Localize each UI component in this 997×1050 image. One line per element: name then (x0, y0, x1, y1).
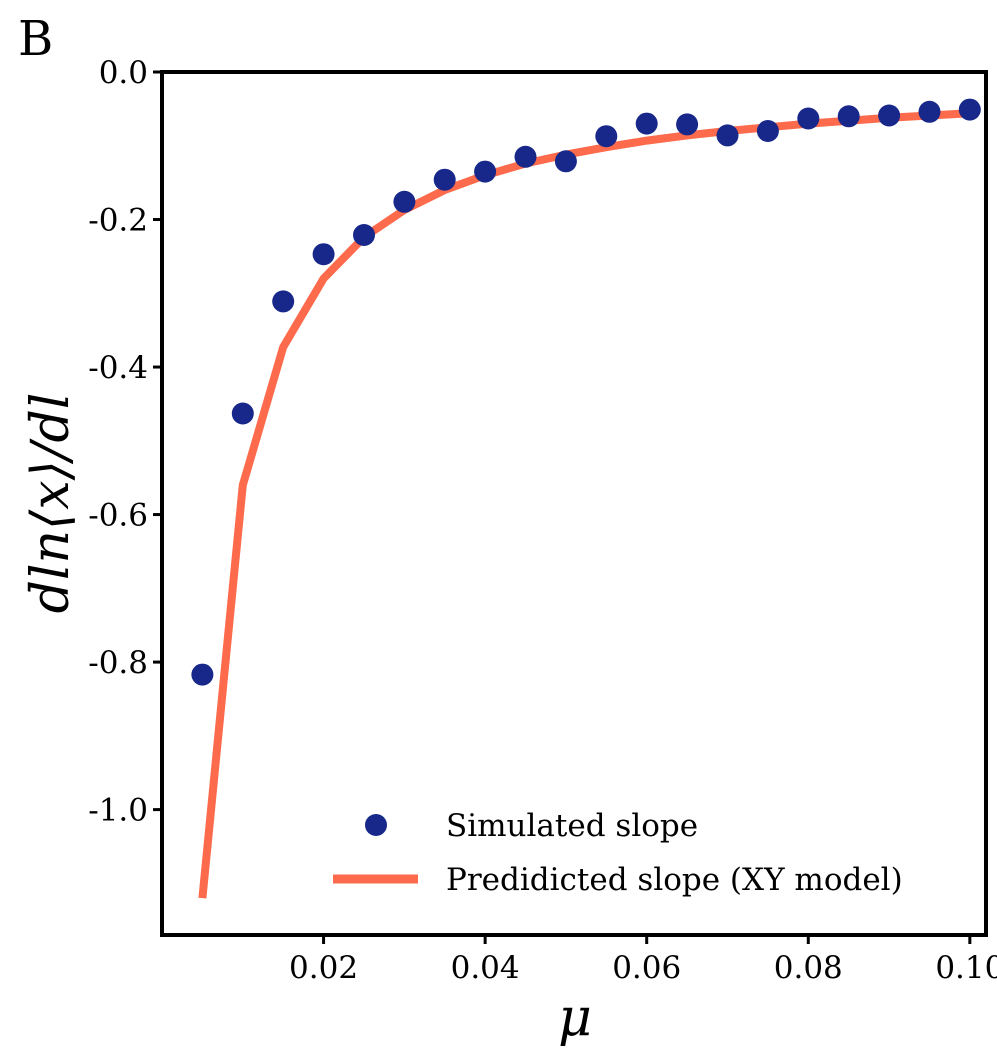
y-axis: 0.0 -0.2 -0.4 -0.6 -0.8 -1.0 (88, 55, 162, 829)
simulated-point (312, 243, 335, 266)
simulated-point (393, 190, 416, 213)
simulated-point (676, 113, 699, 136)
simulated-point (514, 145, 537, 168)
simulated-point (191, 663, 214, 686)
simulated-point (635, 112, 658, 135)
predicted-slope-line (198, 109, 971, 899)
x-tick-label: 0.02 (289, 950, 358, 986)
x-tick-label: 0.10 (935, 950, 997, 986)
simulated-point (756, 120, 779, 142)
simulated-point (272, 290, 295, 313)
simulated-point (837, 105, 860, 128)
legend: Simulated slope Predidicted slope (XY mo… (333, 808, 903, 898)
x-tick-label: 0.06 (612, 950, 681, 986)
y-tick-label: -0.6 (88, 498, 148, 534)
plot-frame (160, 70, 988, 937)
simulated-point (958, 98, 981, 121)
simulated-point (554, 150, 577, 173)
simulated-point (231, 402, 254, 425)
plot-area (191, 98, 981, 899)
simulated-point (474, 160, 497, 183)
panel-label: B (18, 11, 53, 67)
x-axis: 0.02 0.04 0.06 0.08 0.10 (289, 935, 997, 986)
simulated-point (716, 124, 739, 147)
x-tick-label: 0.04 (451, 950, 520, 986)
y-tick-label: -0.8 (88, 645, 148, 681)
x-tick-label: 0.08 (774, 950, 843, 986)
simulated-point (797, 107, 820, 130)
simulated-point (918, 100, 941, 123)
y-tick-label: -1.0 (88, 793, 148, 829)
y-axis-label: dln⟨x⟩/dl (21, 393, 81, 614)
legend-label-predicted: Predidicted slope (XY model) (446, 862, 903, 898)
y-tick-label: 0.0 (99, 55, 148, 91)
simulated-point (878, 104, 901, 127)
x-axis-label: μ (558, 988, 592, 1048)
y-tick-label: -0.4 (88, 350, 148, 386)
y-tick-label: -0.2 (88, 203, 148, 239)
simulated-point (595, 125, 618, 148)
simulated-point (433, 168, 456, 191)
simulated-point (353, 224, 375, 246)
legend-marker-simulated (365, 814, 387, 836)
legend-label-simulated: Simulated slope (446, 808, 698, 844)
